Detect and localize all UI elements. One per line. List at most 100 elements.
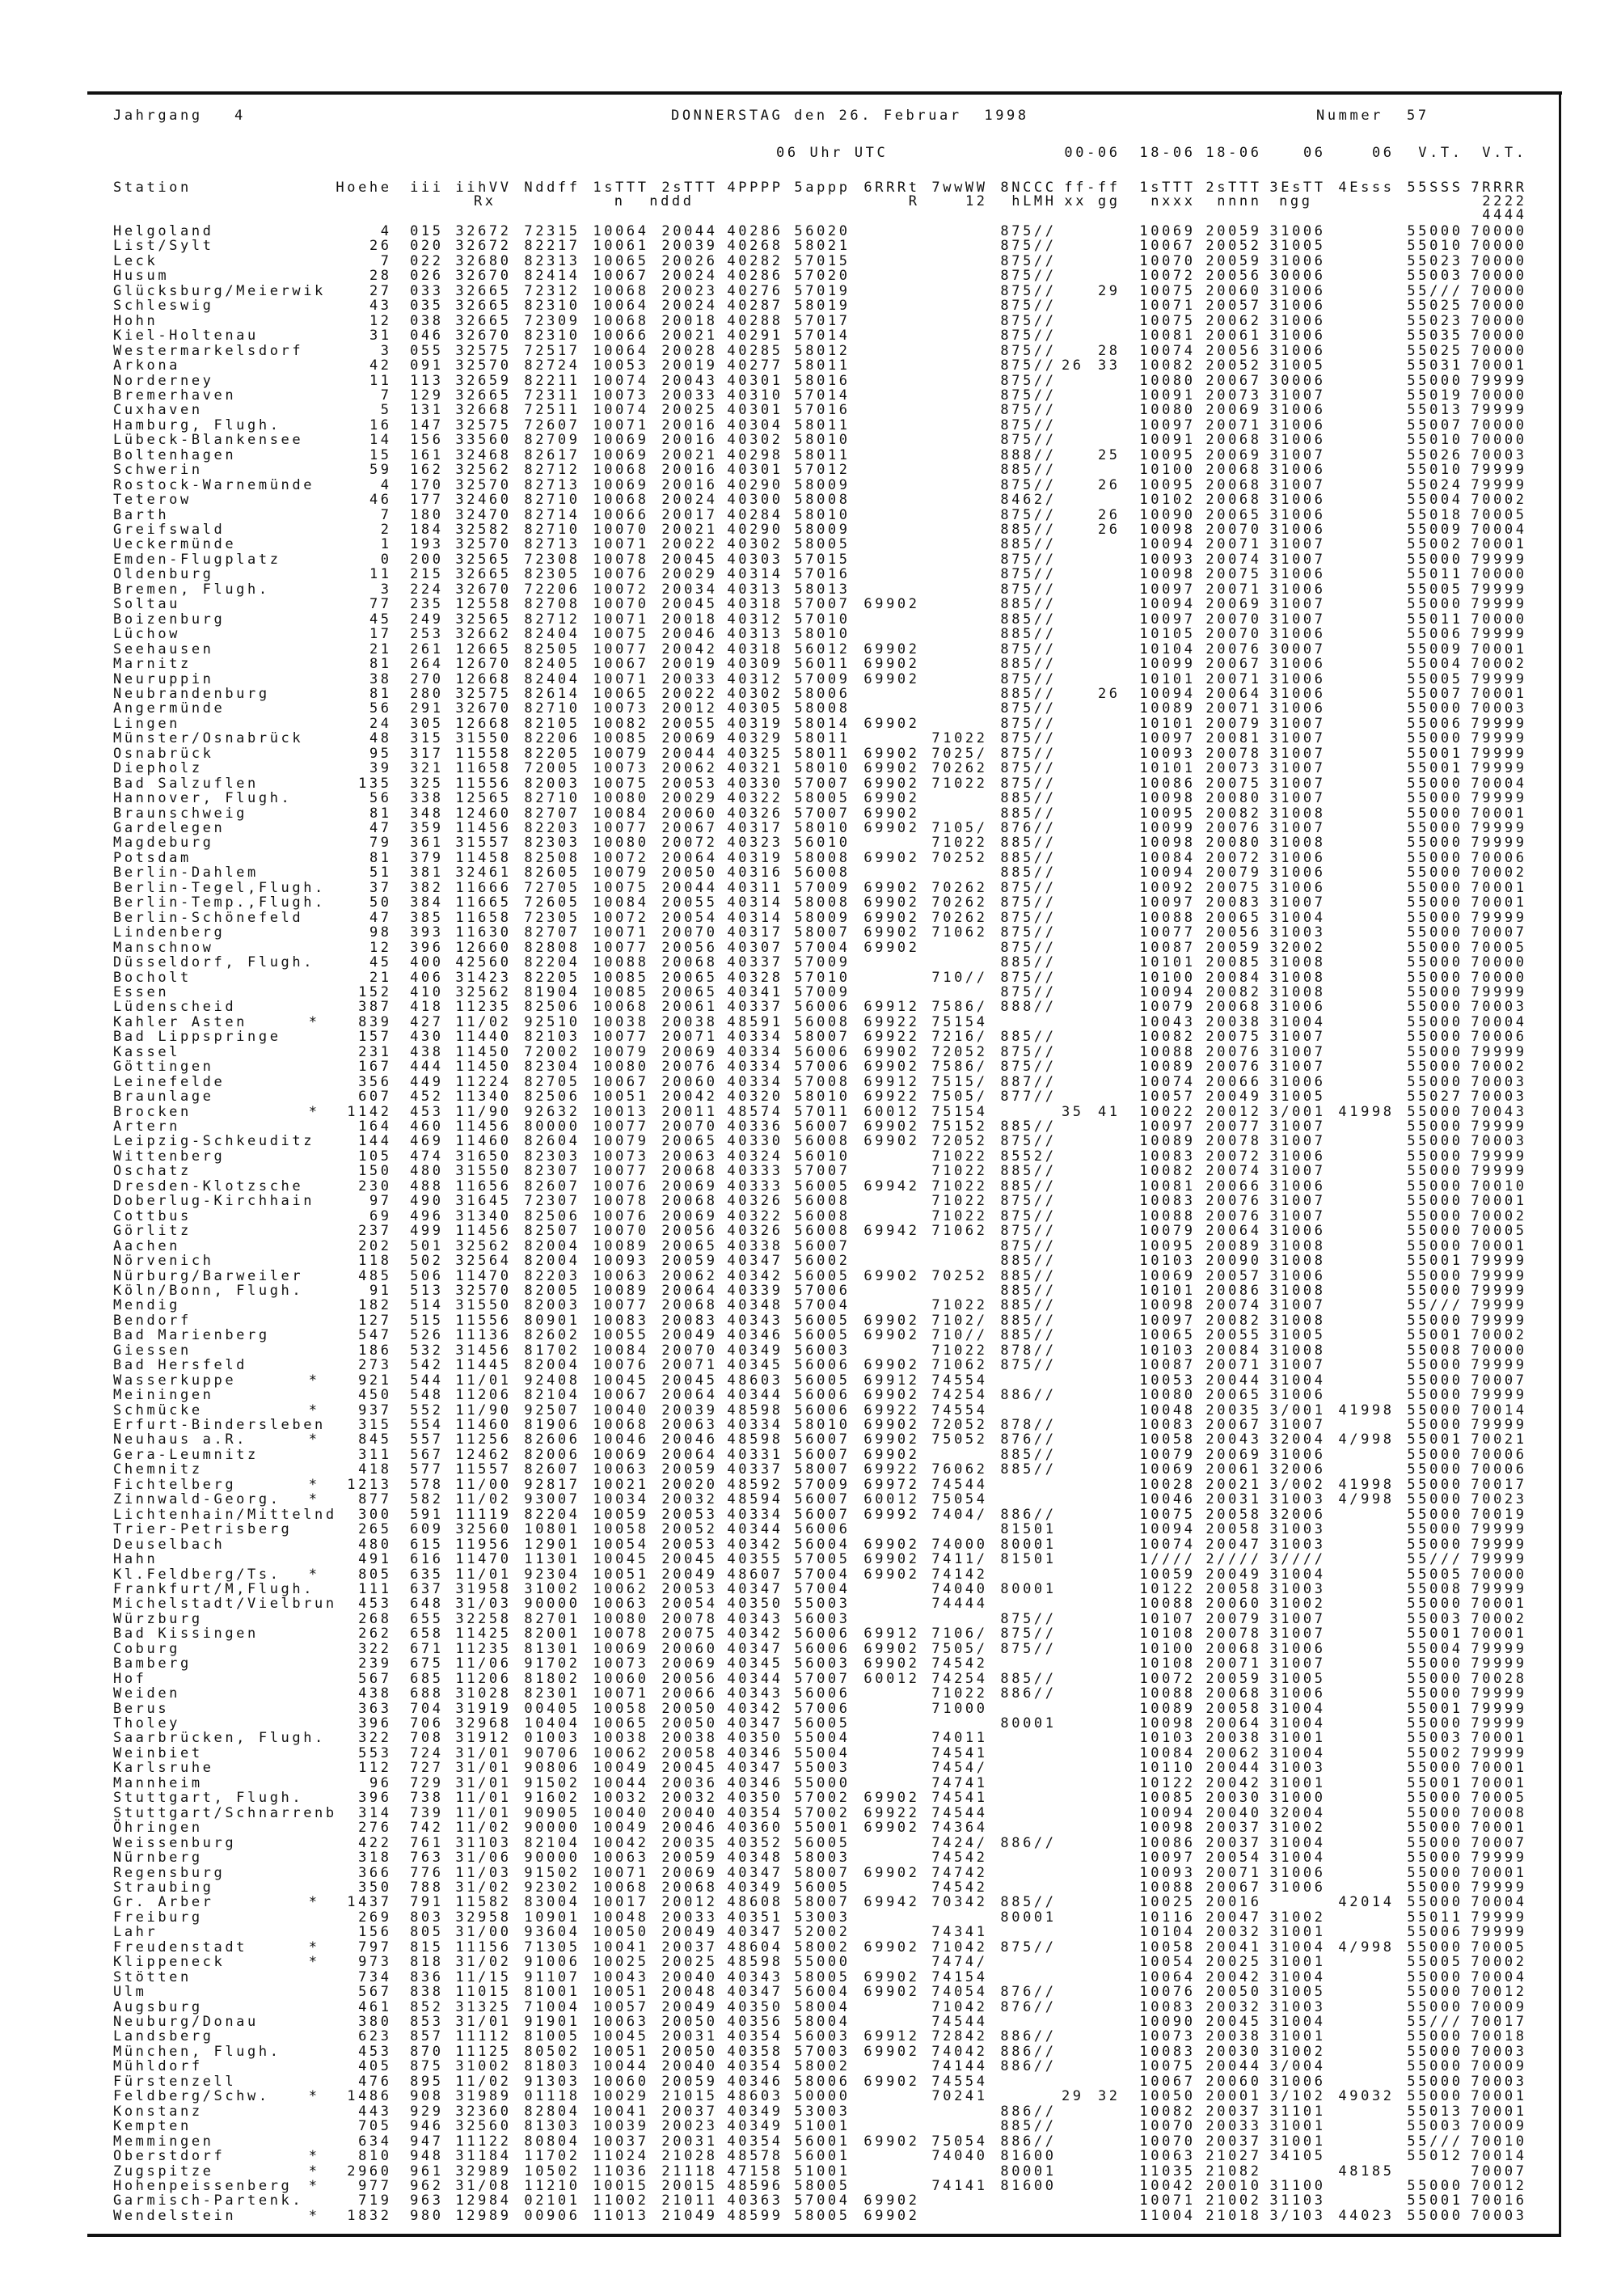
hoehe: 230 [358, 1178, 392, 1195]
table-row: Artern 164 460 11456 80000 10077 20070 40336 560… [0, 0, 1617, 1134]
station-name: Brocken [113, 1104, 192, 1120]
2sTTT: 20068 [661, 1297, 718, 1313]
1sTTT: 10068 [593, 1417, 649, 1433]
1sTTT-max: 10067 [1139, 238, 1196, 254]
1sTTT-max: 10089 [1139, 700, 1196, 717]
4PPPP: 40331 [727, 1447, 783, 1463]
5appp: 58009 [794, 910, 851, 926]
iihVV: 11136 [455, 1327, 512, 1343]
table-row: Memmingen 634 947 11122 80804 10037 20031 40354… [0, 0, 1617, 2149]
1sTTT-max: 10048 [1139, 1402, 1196, 1419]
hoehe: 461 [358, 1999, 392, 2015]
iihVV: 31/01 [455, 1745, 512, 1761]
7RRRR: 79999 [1471, 820, 1527, 836]
hoehe: 268 [358, 1611, 392, 1627]
2sTTT: 20020 [661, 1477, 718, 1493]
1sTTT: 10045 [593, 1551, 649, 1567]
6RRRt: 69972 [863, 1477, 920, 1493]
8NCCC: 875// [1000, 924, 1057, 941]
2sTTT: 20023 [661, 283, 718, 299]
station-name: Schwerin [113, 462, 203, 478]
7RRRR: 70001 [1471, 641, 1527, 658]
2sTTT-min: 20032 [1205, 1999, 1262, 2015]
3EsTT: 31006 [1269, 581, 1326, 598]
1sTTT: 10079 [593, 1133, 649, 1149]
4PPPP: 40344 [727, 1671, 783, 1687]
6RRRt: 60012 [863, 1491, 920, 1507]
1sTTT-max: 10101 [1139, 671, 1196, 687]
table-row: Berlin-Schönefeld 47 385 11658 72305 10072 200… [0, 0, 1617, 925]
1sTTT: 10037 [593, 2133, 649, 2150]
55SSS: 55000 [1407, 1074, 1463, 1090]
station-name: Doberlug-Kirchhain [113, 1193, 315, 1209]
table-row: Oberstdorf * 810 948 31184 11702 11024 21028 485… [0, 0, 1617, 2163]
4PPPP: 40344 [727, 1387, 783, 1403]
7RRRR: 70006 [1471, 1029, 1527, 1045]
iihVV: 32258 [455, 1611, 512, 1627]
1sTTT-max: 10082 [1139, 1163, 1196, 1179]
2sTTT-min: 20076 [1205, 1044, 1262, 1060]
7RRRR: 70000 [1471, 298, 1527, 314]
6RRRt: 69942 [863, 1894, 920, 1910]
7wwWW: 72842 [931, 2028, 988, 2044]
55SSS: 55035 [1407, 328, 1463, 344]
2sTTT-min: 20058 [1205, 1507, 1262, 1523]
7wwWW: 74142 [931, 1567, 988, 1583]
station-name: Bad Lippspringe [113, 1029, 281, 1045]
2sTTT: 20070 [661, 1118, 718, 1135]
2sTTT-min: 21082 [1205, 2163, 1262, 2180]
3EsTT: 31006 [1269, 253, 1326, 269]
7RRRR: 79999 [1471, 1551, 1527, 1567]
2sTTT: 20066 [661, 1685, 718, 1702]
Nddff: 80502 [524, 2044, 581, 2060]
2sTTT: 20036 [661, 1775, 718, 1791]
2sTTT: 20053 [661, 1581, 718, 1597]
6RRRt: 69902 [863, 1865, 920, 1881]
hoehe: 491 [358, 1551, 392, 1567]
3EsTT: 30006 [1269, 373, 1326, 389]
3EsTT: 31004 [1269, 1835, 1326, 1851]
hoehe: 202 [358, 1238, 392, 1254]
55SSS: 55000 [1407, 1939, 1463, 1956]
55SSS: 55011 [1407, 1909, 1463, 1926]
iihVV: 31/08 [455, 2178, 512, 2194]
Nddff: 82204 [524, 1507, 581, 1523]
1sTTT-max: 10089 [1139, 1059, 1196, 1075]
1sTTT-max: 10097 [1139, 1850, 1196, 1866]
4PPPP: 40318 [727, 596, 783, 612]
Nddff: 71004 [524, 1999, 581, 2015]
iii: 488 [410, 1178, 444, 1195]
iihVV: 11557 [455, 1461, 512, 1478]
iihVV: 11450 [455, 1059, 512, 1075]
55SSS: 55/// [1407, 2014, 1463, 2030]
period-header: V.T. [1418, 145, 1463, 161]
8NCCC: 885// [1000, 1118, 1057, 1135]
iii: 321 [410, 760, 444, 776]
column-subheader: 2222 [1482, 193, 1527, 209]
55SSS: 55000 [1407, 596, 1463, 612]
55SSS: 55001 [1407, 1431, 1463, 1448]
55SSS: 55010 [1407, 238, 1463, 254]
iii: 046 [410, 328, 444, 344]
iihVV: 32560 [455, 1521, 512, 1537]
1sTTT-max: 10053 [1139, 1372, 1196, 1389]
2sTTT-min: 20030 [1205, 2044, 1262, 2060]
Nddff: 72705 [524, 880, 581, 896]
iihVV: 11235 [455, 999, 512, 1015]
5appp: 50000 [794, 2088, 851, 2104]
iihVV: 32562 [455, 1238, 512, 1254]
station-name: Weissenburg [113, 1835, 237, 1851]
3EsTT: 31008 [1269, 1343, 1326, 1359]
1sTTT: 10073 [593, 1148, 649, 1165]
55SSS: 55024 [1407, 477, 1463, 493]
iii: 469 [410, 1133, 444, 1149]
1sTTT-max: 10057 [1139, 1089, 1196, 1105]
iii: 474 [410, 1148, 444, 1165]
3EsTT: 31008 [1269, 1253, 1326, 1269]
4PPPP: 40345 [727, 1357, 783, 1373]
iii: 803 [410, 1909, 444, 1926]
2sTTT-min: 20089 [1205, 1238, 1262, 1254]
2sTTT-min: 20062 [1205, 313, 1262, 329]
1sTTT: 10063 [593, 1461, 649, 1478]
5appp: 57015 [794, 253, 851, 269]
